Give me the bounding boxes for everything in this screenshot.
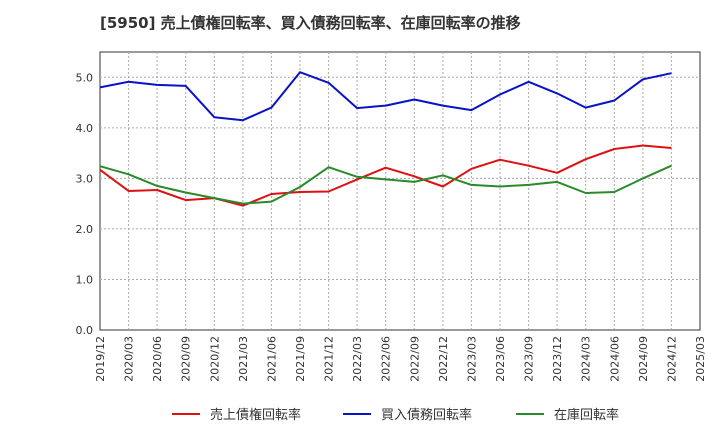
- legend-label: 在庫回転率: [554, 407, 619, 423]
- x-tick-label: 2024/06: [608, 336, 621, 382]
- legend-label: 売上債権回転率: [210, 407, 301, 423]
- y-tick-label: 1.0: [76, 273, 94, 286]
- y-axis: 0.0 1.0 2.0 3.0 4.0 5.0: [76, 71, 94, 337]
- x-tick-label: 2023/06: [494, 336, 507, 382]
- series-line-1: [99, 144, 672, 207]
- x-tick-label: 2024/09: [637, 336, 650, 382]
- x-tick-label: 2020/03: [123, 336, 136, 382]
- y-tick-label: 4.0: [76, 122, 94, 135]
- chart-title: [5950] 売上債権回転率、買入債務回転率、在庫回転率の推移: [100, 14, 521, 32]
- y-tick-label: 3.0: [76, 172, 94, 185]
- x-tick-label: 2024/12: [665, 336, 678, 382]
- series-layer: [99, 71, 672, 207]
- x-tick-label: 2021/12: [323, 336, 336, 382]
- x-tick-label: 2022/06: [380, 336, 393, 382]
- series-line-3: [99, 164, 672, 205]
- x-tick-label: 2020/12: [208, 336, 221, 382]
- x-tick-label: 2020/09: [180, 336, 193, 382]
- y-tick-label: 5.0: [76, 71, 94, 84]
- plot-area: [99, 51, 701, 331]
- x-tick-label: 2019/12: [94, 336, 107, 382]
- x-tick-label: 2021/03: [237, 336, 250, 382]
- x-tick-label: 2024/03: [580, 336, 593, 382]
- legend: 売上債権回転率 買入債務回転率 在庫回転率: [172, 407, 619, 423]
- x-tick-label: 2023/12: [551, 336, 564, 382]
- x-tick-label: 2022/12: [437, 336, 450, 382]
- legend-label: 買入債務回転率: [381, 407, 472, 423]
- x-tick-label: 2022/03: [351, 336, 364, 382]
- series-line-2: [99, 71, 672, 122]
- x-tick-label: 2020/06: [151, 336, 164, 382]
- x-tick-label: 2021/06: [265, 336, 278, 382]
- x-tick-label: 2023/03: [465, 336, 478, 382]
- x-axis: 2019/12 2020/03 2020/06 2020/09 2020/12 2021/…: [94, 336, 707, 382]
- x-tick-label: 2025/03: [694, 336, 707, 382]
- y-tick-label: 2.0: [76, 223, 94, 236]
- x-tick-label: 2021/09: [294, 336, 307, 382]
- x-tick-label: 2023/09: [523, 336, 536, 382]
- y-tick-label: 0.0: [76, 324, 94, 337]
- grid-layer: [100, 52, 700, 330]
- x-tick-label: 2022/09: [408, 336, 421, 382]
